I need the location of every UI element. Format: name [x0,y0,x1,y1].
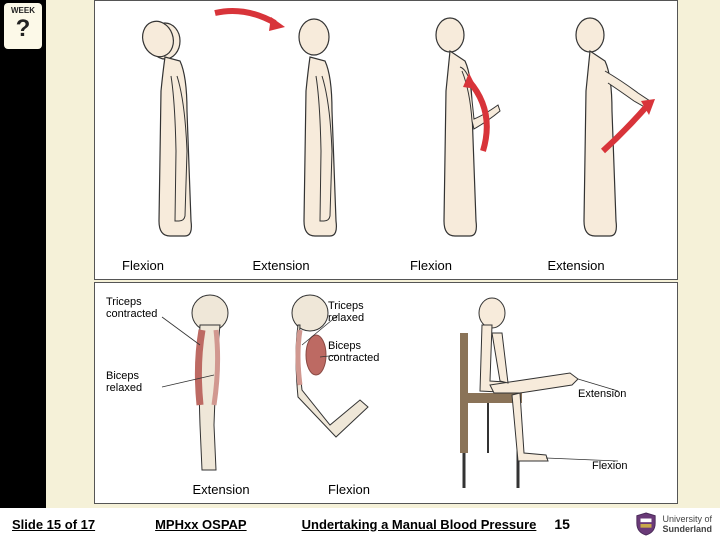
footer: Slide 15 of 17 MPHxx OSPAP Undertaking a… [0,508,720,540]
lbl-biceps-contracted: Biceps contracted [328,340,379,364]
uni-line1: University of [662,514,712,524]
footer-title: Undertaking a Manual Blood Pressure [302,517,537,532]
content-area: Flexion Extension Flexion Extension [46,0,720,508]
lbl-biceps-relaxed: Biceps relaxed [106,370,142,394]
fig3-label: Flexion [396,258,466,273]
arm-ext-label: Extension [181,482,261,497]
fig4-label: Extension [536,258,616,273]
chair-flexion-label: Flexion [592,460,627,472]
university-logo: University of Sunderland [635,512,712,536]
week-badge: WEEK ? [4,3,42,49]
shield-icon [635,512,657,536]
lbl-triceps-contracted: Triceps contracted [106,296,157,320]
footer-num: 15 [554,516,570,532]
week-number: ? [16,15,31,43]
fig1-label: Flexion [108,258,178,273]
uni-line2: Sunderland [662,524,712,534]
footer-code: MPHxx OSPAP [155,517,247,532]
fig2-label: Extension [241,258,321,273]
logo-text: University of Sunderland [662,514,712,534]
top-panel [94,0,678,280]
footer-slide: Slide 15 of 17 [12,517,95,532]
lbl-triceps-relaxed: Triceps relaxed [328,300,364,324]
top-figures-svg [95,1,679,281]
arm-flex-label: Flexion [314,482,384,497]
sidebar: WEEK ? [0,0,46,508]
chair-extension-label: Extension [578,388,626,400]
week-label: WEEK [11,6,35,15]
